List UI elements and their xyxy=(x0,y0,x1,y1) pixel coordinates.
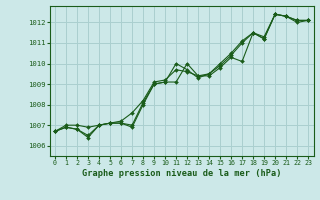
X-axis label: Graphe pression niveau de la mer (hPa): Graphe pression niveau de la mer (hPa) xyxy=(82,169,281,178)
